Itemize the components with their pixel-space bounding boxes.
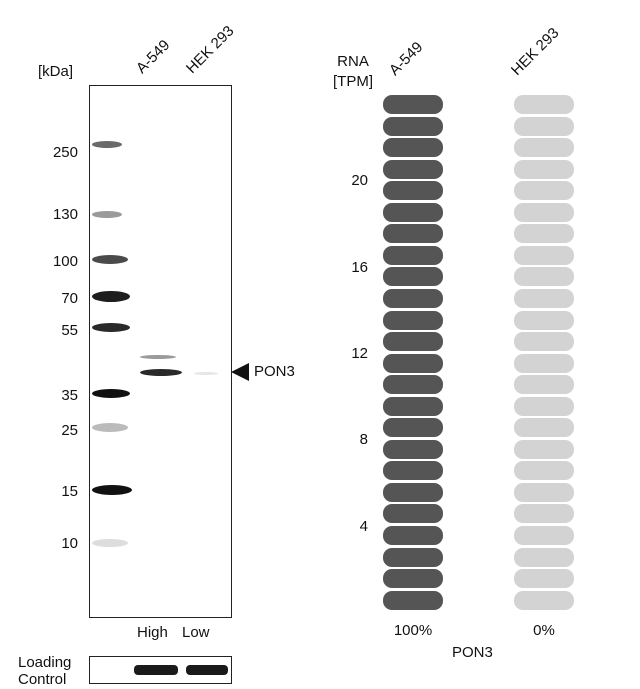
rna-pill-a549 (383, 116, 443, 136)
marker-100: 100 (52, 253, 78, 270)
rna-tick-20: 20 (351, 172, 368, 189)
rna-pill-a549 (383, 526, 443, 545)
rna-column-a549 (383, 0, 443, 689)
rna-pill-hek293 (514, 418, 574, 438)
rna-pill-hek293 (514, 267, 574, 287)
ladder-band (92, 141, 122, 148)
rna-pill-hek293 (514, 439, 574, 459)
rna-pill-a549 (383, 159, 443, 179)
rna-pill-hek293 (514, 202, 574, 222)
ladder-band (92, 389, 130, 398)
marker-10: 10 (61, 535, 78, 552)
ladder-band (92, 485, 132, 495)
sample-band-a549-upper (140, 355, 176, 359)
rna-header-line2: [TPM] (333, 73, 373, 90)
rna-pill-hek293 (514, 95, 574, 114)
rna-pill-a549 (383, 288, 443, 308)
loading-band-a549 (134, 665, 178, 675)
blot-membrane (89, 85, 232, 618)
rna-gene-label: PON3 (452, 644, 493, 661)
rna-pill-a549 (383, 95, 443, 114)
marker-15: 15 (61, 483, 78, 500)
rna-pill-a549 (383, 418, 443, 438)
rna-pill-hek293 (514, 288, 574, 308)
rna-tick-8: 8 (359, 431, 368, 448)
rna-pill-a549 (383, 396, 443, 416)
rna-pill-a549 (383, 202, 443, 222)
rna-pill-hek293 (514, 116, 574, 136)
rna-pill-a549 (383, 590, 443, 610)
rna-pill-hek293 (514, 461, 574, 481)
rna-pill-hek293 (514, 547, 574, 567)
rna-pill-hek293 (514, 159, 574, 179)
ladder-band (92, 255, 128, 264)
rna-pill-hek293 (514, 245, 574, 265)
expression-low: Low (182, 624, 210, 641)
ladder-band (92, 323, 130, 332)
rna-pill-a549 (383, 310, 443, 330)
kda-unit-label: [kDa] (38, 63, 74, 80)
rna-pill-a549 (383, 569, 443, 589)
rna-pill-a549 (383, 353, 443, 373)
rna-pill-a549 (383, 245, 443, 265)
rna-pill-a549 (383, 138, 443, 158)
rna-pill-hek293 (514, 504, 574, 524)
marker-130: 130 (52, 206, 78, 223)
ladder-band (92, 423, 128, 432)
rna-header-line1: RNA (337, 53, 369, 70)
rna-pill-hek293 (514, 375, 574, 395)
rna-pill-a549 (383, 332, 443, 352)
rna-pill-a549 (383, 461, 443, 481)
rna-pill-hek293 (514, 526, 574, 545)
ladder-band (92, 539, 128, 547)
rna-pill-hek293 (514, 181, 574, 201)
marker-35: 35 (61, 387, 78, 404)
rna-pill-a549 (383, 547, 443, 567)
rna-pill-a549 (383, 224, 443, 244)
marker-55: 55 (61, 322, 78, 339)
rna-pill-a549 (383, 181, 443, 201)
rna-pill-a549 (383, 482, 443, 502)
ladder-band (92, 291, 130, 302)
rna-pill-hek293 (514, 224, 574, 244)
rna-pill-hek293 (514, 590, 574, 610)
rna-pill-hek293 (514, 310, 574, 330)
rna-tick-12: 12 (351, 345, 368, 362)
rna-percent-a549: 100% (393, 622, 433, 639)
rna-pill-hek293 (514, 353, 574, 373)
rna-pill-a549 (383, 375, 443, 395)
rna-pill-a549 (383, 504, 443, 524)
marker-250: 250 (52, 144, 78, 161)
rna-pill-a549 (383, 439, 443, 459)
loading-control-label: Loading Control (18, 654, 71, 688)
sample-band-hek293-pon3 (194, 372, 218, 375)
loading-control-line2: Control (18, 671, 67, 688)
rna-pill-hek293 (514, 332, 574, 352)
target-label: PON3 (254, 363, 295, 380)
expression-high: High (137, 624, 168, 641)
rna-header: RNA [TPM] (330, 52, 376, 92)
lane-label-a549: A-549 (132, 36, 174, 77)
rna-tick-16: 16 (351, 259, 368, 276)
marker-70: 70 (61, 290, 78, 307)
rna-pill-hek293 (514, 482, 574, 502)
loading-band-hek293 (186, 665, 228, 675)
rna-pill-hek293 (514, 396, 574, 416)
rna-pill-a549 (383, 267, 443, 287)
rna-pill-hek293 (514, 569, 574, 589)
sample-band-a549-pon3 (140, 369, 182, 376)
rna-column-hek293 (514, 0, 574, 689)
loading-control-blot (89, 656, 232, 684)
marker-25: 25 (61, 422, 78, 439)
rna-percent-hek293: 0% (533, 622, 555, 639)
target-arrow-icon (231, 363, 249, 381)
lane-label-hek293: HEK 293 (182, 22, 238, 78)
rna-pill-hek293 (514, 138, 574, 158)
rna-tick-4: 4 (359, 518, 368, 535)
ladder-band (92, 211, 122, 218)
loading-control-line1: Loading (18, 654, 72, 671)
